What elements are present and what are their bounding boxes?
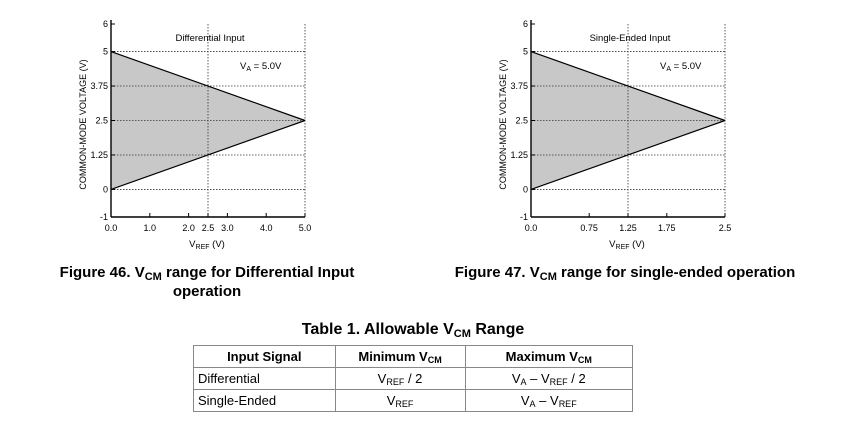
table-title: Table 1. Allowable VCM Range xyxy=(301,321,525,340)
figure-47-caption: Figure 47. VCM range for single-ended op… xyxy=(454,264,796,283)
chart-title: Differential Input xyxy=(175,33,244,44)
x-axis-label: VREF (V) xyxy=(609,239,645,251)
table-header-row: Input Signal Minimum VCM Maximum VCM xyxy=(193,345,634,368)
row-signal-cell: Differential xyxy=(193,367,336,390)
y-tick-label: 2.5 xyxy=(95,116,108,126)
y-tick-label: 5 xyxy=(103,47,108,57)
x-tick-label: 0.75 xyxy=(580,223,598,233)
x-tick-label: 3.0 xyxy=(221,223,234,233)
x-tick-label: 1.25 xyxy=(619,223,637,233)
header-minimum-vcm: Minimum VCM xyxy=(334,345,466,368)
y-tick-label: 3.75 xyxy=(90,81,108,91)
row-maximum-cell: VA – VREF / 2 xyxy=(464,367,634,390)
header-maximum-vcm: Maximum VCM xyxy=(464,345,634,368)
y-tick-label: 0 xyxy=(103,184,108,194)
y-tick-label: -1 xyxy=(100,212,108,222)
y-tick-label: 1.25 xyxy=(90,150,108,160)
y-axis-label: COMMON-MODE VOLTAGE (V) xyxy=(78,59,88,189)
x-tick-label: 4.0 xyxy=(260,223,273,233)
chart-title: Single-Ended Input xyxy=(590,33,671,44)
row-minimum-cell: VREF / 2 xyxy=(334,367,466,390)
x-axis-label: VREF (V) xyxy=(189,239,225,251)
x-tick-label: 2.0 xyxy=(182,223,195,233)
va-annotation: VA = 5.0V xyxy=(660,61,702,73)
y-tick-label: 6 xyxy=(103,19,108,29)
va-annotation: VA = 5.0V xyxy=(240,61,282,73)
y-tick-label: 0 xyxy=(523,184,528,194)
table-row: Differential VREF / 2 VA – VREF / 2 xyxy=(193,367,634,390)
y-axis-label: COMMON-MODE VOLTAGE (V) xyxy=(498,59,508,189)
series-line xyxy=(530,119,726,190)
x-tick-label: 5.0 xyxy=(299,223,312,233)
row-minimum-cell: VREF xyxy=(334,389,466,412)
y-tick-label: 3.75 xyxy=(510,81,528,91)
row-signal-cell: Single-Ended xyxy=(193,389,336,412)
x-tick-label: 0.0 xyxy=(525,223,538,233)
single-ended-input-chart: 6 5 3.75 2.5 1.25 0 -10.0 0.75 1.25 1.75 2.5 Single… xyxy=(498,19,732,251)
x-tick-label: 1.0 xyxy=(144,223,157,233)
y-tick-label: 2.5 xyxy=(515,116,528,126)
header-input-signal: Input Signal xyxy=(193,345,336,368)
figure-46-caption: Figure 46. VCM range for Differential In… xyxy=(59,264,355,300)
x-tick-label: 2.5 xyxy=(202,223,215,233)
x-tick-label: 2.5 xyxy=(719,223,732,233)
differential-input-chart: 6 5 3.75 2.5 1.25 0 -10.0 1.0 2.0 2.5 3.0 4.0 5.0 Dif… xyxy=(78,19,312,251)
row-maximum-cell: VA – VREF xyxy=(464,389,634,412)
table-row: Single-Ended VREF VA – VREF xyxy=(193,389,634,412)
y-tick-label: 1.25 xyxy=(510,150,528,160)
series-line xyxy=(110,119,306,190)
y-tick-label: 6 xyxy=(523,19,528,29)
series-line xyxy=(110,51,306,122)
y-tick-label: 5 xyxy=(523,47,528,57)
y-tick-label: -1 xyxy=(520,212,528,222)
allowable-vcm-table: Input Signal Minimum VCM Maximum VCM Dif… xyxy=(193,345,634,412)
series-line xyxy=(530,51,726,122)
x-tick-label: 1.75 xyxy=(658,223,676,233)
x-tick-label: 0.0 xyxy=(105,223,118,233)
